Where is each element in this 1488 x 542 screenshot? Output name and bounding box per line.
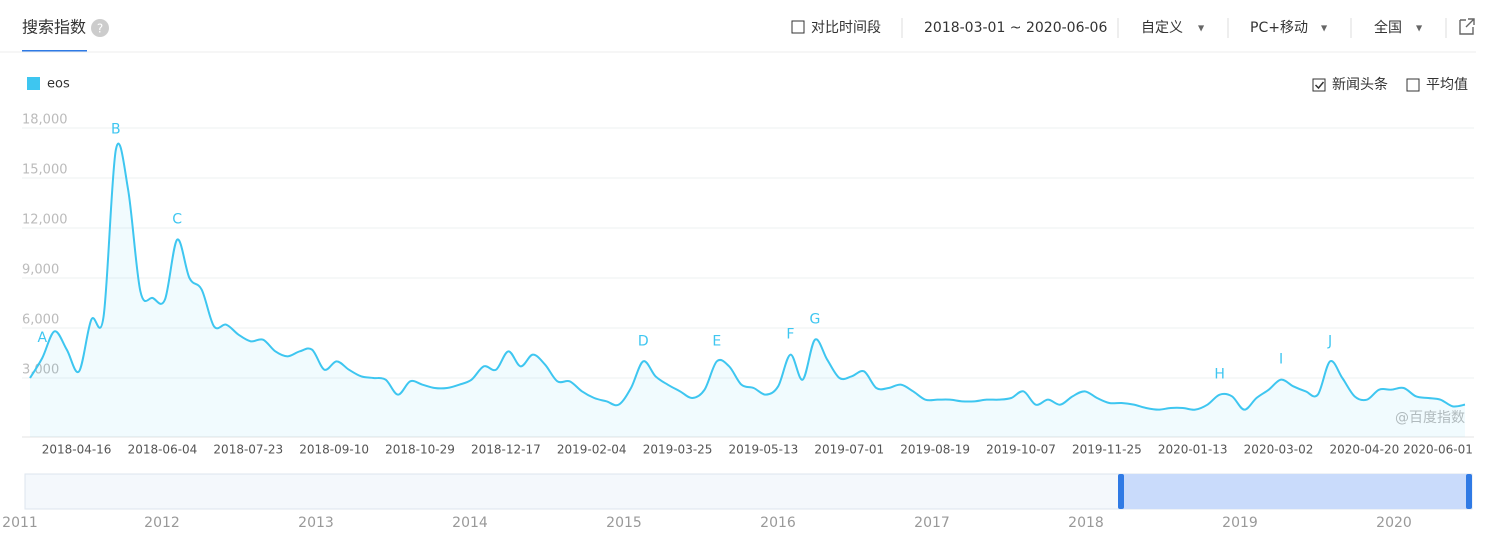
x-tick-label: 2020-03-02 <box>1244 443 1314 457</box>
legend-label: eos <box>47 77 70 92</box>
annotation: I <box>1279 352 1283 368</box>
y-tick-label: 3,000 <box>22 363 59 378</box>
navigator-year: 2012 <box>144 515 180 531</box>
navigator-year: 2017 <box>914 515 950 531</box>
line <box>29 142 1466 411</box>
y-tick-label: 12,000 <box>22 213 68 228</box>
export-icon[interactable] <box>1459 18 1475 35</box>
news-checkbox[interactable] <box>1312 78 1326 92</box>
x-tick-label: 2018-07-23 <box>213 443 283 457</box>
x-tick-label: 2019-10-07 <box>986 443 1056 457</box>
navigator-year: 2013 <box>298 515 334 531</box>
annotation: B <box>111 122 121 138</box>
x-tick-label: 2019-02-04 <box>557 443 627 457</box>
x-tick-label: 2018-04-16 <box>42 443 112 457</box>
checkmark <box>1314 81 1325 90</box>
navigator-handle[interactable] <box>1466 474 1472 509</box>
annotation: J <box>1327 333 1332 349</box>
y-tick-label: 18,000 <box>22 113 68 128</box>
tab-underline <box>22 50 87 52</box>
average-label[interactable]: 平均值 <box>1426 77 1468 93</box>
watermark: @百度指数 <box>1395 410 1465 426</box>
x-tick-label: 2018-09-10 <box>299 443 369 457</box>
annotation: E <box>712 333 721 349</box>
device-select[interactable]: PC+移动 <box>1250 20 1308 36</box>
area <box>30 143 1465 437</box>
annotation: C <box>172 212 182 228</box>
dropdown-arrow: ▼ <box>1198 24 1205 33</box>
annotation: F <box>786 327 794 343</box>
y-tick-label: 15,000 <box>22 163 68 178</box>
x-tick-label: 2019-11-25 <box>1072 443 1142 457</box>
navigator-handle[interactable] <box>1118 474 1124 509</box>
region-select[interactable]: 全国 <box>1374 19 1402 36</box>
x-tick-label: 2018-10-29 <box>385 443 455 457</box>
x-tick-label: 2019-08-19 <box>900 443 970 457</box>
navigator-year: 2019 <box>1222 515 1258 531</box>
annotation: D <box>638 333 649 349</box>
navigator-year: 2015 <box>606 515 642 531</box>
y-tick-label: 9,000 <box>22 263 59 278</box>
navigator-year: 2016 <box>760 515 796 531</box>
annotation: H <box>1214 367 1225 383</box>
x-tick-label: 2018-06-04 <box>128 443 198 457</box>
dropdown-arrow: ▼ <box>1321 24 1328 33</box>
annotation: G <box>810 312 821 328</box>
average-checkbox[interactable] <box>1406 78 1420 92</box>
news-label[interactable]: 新闻头条 <box>1332 76 1388 93</box>
help-mark: ? <box>97 22 103 36</box>
x-tick-label: 2019-05-13 <box>729 443 799 457</box>
x-tick-label: 2020-01-13 <box>1158 443 1228 457</box>
navigator-year: 2014 <box>452 515 488 531</box>
page-title: 搜索指数 <box>22 18 86 37</box>
navigator-selection[interactable] <box>1121 474 1468 509</box>
x-tick-label: 2020-04-20 <box>1330 443 1400 457</box>
y-tick-label: 6,000 <box>22 313 59 328</box>
annotation: A <box>37 330 47 346</box>
compare-label[interactable]: 对比时间段 <box>811 20 881 36</box>
navigator-year: 2020 <box>1376 515 1412 531</box>
custom-select[interactable]: 自定义 <box>1141 20 1183 36</box>
legend-swatch <box>27 77 40 90</box>
dropdown-arrow: ▼ <box>1416 24 1423 33</box>
x-tick-label: 2019-07-01 <box>814 443 884 457</box>
x-tick-label: 2018-12-17 <box>471 443 541 457</box>
help-icon[interactable] <box>91 19 109 37</box>
x-tick-label: 2019-03-25 <box>643 443 713 457</box>
navigator-year: 2011 <box>2 515 38 531</box>
navigator-year: 2018 <box>1068 515 1104 531</box>
x-tick-label: 2020-06-01 <box>1403 443 1473 457</box>
compare-checkbox[interactable] <box>791 20 805 34</box>
date-range[interactable]: 2018-03-01 ~ 2020-06-06 <box>924 20 1107 36</box>
